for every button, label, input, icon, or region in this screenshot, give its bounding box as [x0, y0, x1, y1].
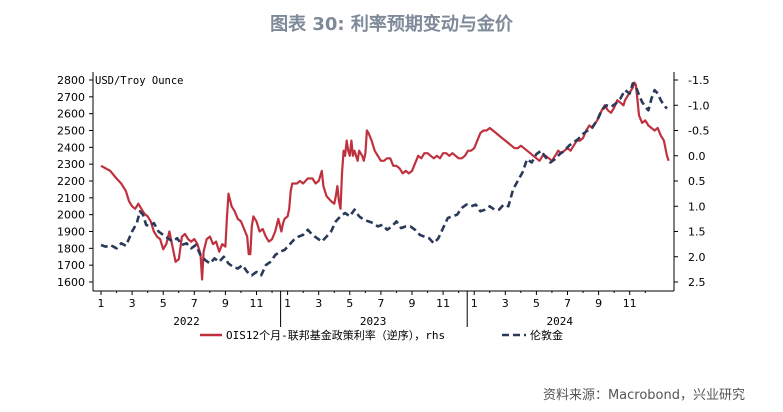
- legend: OIS12个月-联邦基金政策利率（逆序），rhs 伦敦金: [200, 328, 563, 342]
- left-tick-label: 2400: [57, 141, 85, 154]
- x-tick-label: 11: [250, 297, 264, 310]
- left-tick-label: 2000: [57, 209, 85, 222]
- x-tick-label: 7: [377, 297, 384, 310]
- x-tick-label: 3: [129, 297, 136, 310]
- legend-label-gold: 伦敦金: [530, 328, 563, 342]
- right-tick-label: 2.5: [688, 276, 706, 289]
- left-tick-label: 2800: [57, 74, 85, 87]
- ois-rate-line: [100, 81, 670, 281]
- x-tick-label: 9: [409, 297, 416, 310]
- x-tick-label: 9: [595, 297, 602, 310]
- gold-price-line: [100, 82, 668, 277]
- x-tick-label: 11: [623, 297, 637, 310]
- axes: 1600 1700 1800 1900 2000 2100 2200 2300 2400 2500…: [57, 72, 709, 328]
- x-tick-label: 1: [98, 297, 105, 310]
- x-tick-label: 7: [191, 297, 198, 310]
- left-tick-label: 1900: [57, 226, 85, 239]
- year-label: 2024: [546, 315, 573, 328]
- x-tick-label: 3: [315, 297, 322, 310]
- left-tick-label: 2100: [57, 192, 85, 205]
- left-tick-label: 2200: [57, 175, 85, 188]
- left-tick-label: 2500: [57, 125, 85, 138]
- series-layer: [100, 81, 670, 281]
- x-tick-label: 1: [284, 297, 291, 310]
- x-tick-label: 5: [533, 297, 540, 310]
- x-tick-label: 3: [502, 297, 509, 310]
- chart-title: 图表 30: 利率预期变动与金价: [270, 14, 513, 35]
- right-tick-label: 0.5: [688, 175, 706, 188]
- year-label: 2022: [173, 315, 200, 328]
- source-note: 资料来源：Macrobond，兴业研究: [542, 388, 745, 403]
- left-tick-label: 2300: [57, 158, 85, 171]
- x-tick-label: 11: [436, 297, 450, 310]
- right-tick-label: 0.0: [688, 150, 706, 163]
- x-tick-label: 1: [471, 297, 478, 310]
- left-tick-label: 1800: [57, 242, 85, 255]
- right-tick-label: 1.5: [688, 226, 706, 239]
- legend-label-ois: OIS12个月-联邦基金政策利率（逆序），rhs: [226, 328, 445, 342]
- x-tick-label: 5: [346, 297, 353, 310]
- right-tick-label: 2.0: [688, 251, 706, 264]
- left-tick-label: 2600: [57, 108, 85, 121]
- unit-label: USD/Troy Ounce: [95, 75, 184, 87]
- x-tick-label: 9: [222, 297, 229, 310]
- left-tick-label: 1700: [57, 259, 85, 272]
- left-tick-label: 2700: [57, 91, 85, 104]
- right-tick-label: 1.0: [688, 200, 706, 213]
- right-tick-label: -1.5: [688, 74, 709, 87]
- right-tick-label: -1.0: [688, 99, 709, 112]
- right-tick-label: -0.5: [688, 125, 709, 138]
- x-tick-label: 5: [160, 297, 167, 310]
- x-tick-label: 7: [564, 297, 571, 310]
- year-label: 2023: [360, 315, 387, 328]
- left-tick-label: 1600: [57, 276, 85, 289]
